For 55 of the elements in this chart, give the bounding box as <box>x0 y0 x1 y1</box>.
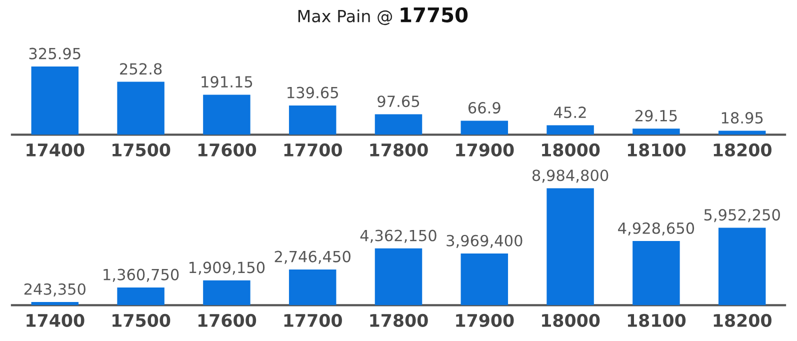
bar <box>288 269 336 306</box>
bar <box>288 105 336 135</box>
x-tick-label: 18000 <box>542 143 600 156</box>
bar <box>546 188 594 306</box>
data-label: 8,984,800 <box>532 170 608 183</box>
x-tick-label: 17800 <box>370 314 428 327</box>
x-tick-label: 17600 <box>198 143 256 156</box>
data-label: 4,928,650 <box>618 222 694 236</box>
bar <box>632 241 680 306</box>
data-label: 97.65 <box>378 96 420 108</box>
x-tick-label: 17400 <box>26 143 84 156</box>
data-label: 139.65 <box>288 86 338 98</box>
x-tick-label: 17900 <box>456 314 514 327</box>
x-tick-label: 17400 <box>26 314 84 327</box>
bar <box>374 248 422 306</box>
x-tick-label: 17700 <box>284 143 342 156</box>
x-tick-label: 17700 <box>284 314 342 327</box>
x-tick-label: 18200 <box>714 143 772 156</box>
bar <box>546 125 594 135</box>
x-tick-label: 17800 <box>370 143 428 156</box>
x-tick-label: 17500 <box>112 314 170 327</box>
bar <box>203 94 250 135</box>
data-label: 1,360,750 <box>104 268 179 282</box>
data-label: 45.2 <box>554 106 586 118</box>
bar <box>632 128 680 135</box>
x-tick-label: 17900 <box>456 143 514 156</box>
bar <box>718 130 766 135</box>
data-label: 5,952,250 <box>704 209 780 222</box>
data-label: 191.15 <box>202 76 252 88</box>
bar <box>117 287 164 306</box>
x-tick-label: 18100 <box>628 143 686 156</box>
bar <box>718 228 766 306</box>
bar <box>460 254 508 306</box>
bar <box>31 66 79 135</box>
bar <box>460 120 508 135</box>
x-tick-label: 18200 <box>714 314 772 327</box>
data-label: 2,746,450 <box>274 250 350 264</box>
data-label: 3,969,400 <box>446 234 522 248</box>
data-label: 66.9 <box>468 102 500 114</box>
bar <box>374 114 422 135</box>
chart-title: Max Pain @ 17750 <box>298 7 468 26</box>
bar <box>117 82 164 135</box>
bar <box>203 280 250 306</box>
x-tick-label: 18000 <box>542 314 600 327</box>
x-tick-label: 17600 <box>198 314 256 327</box>
data-label: 325.95 <box>29 48 80 60</box>
data-label: 243,350 <box>24 283 86 296</box>
x-tick-label: 18100 <box>628 314 686 327</box>
x-tick-label: 17500 <box>112 143 170 156</box>
data-label: 1,909,150 <box>190 262 265 275</box>
bar <box>31 302 79 306</box>
data-label: 4,362,150 <box>360 230 436 243</box>
data-label: 18.95 <box>722 112 763 124</box>
data-label: 29.15 <box>635 110 677 122</box>
data-label: 252.8 <box>120 63 162 75</box>
